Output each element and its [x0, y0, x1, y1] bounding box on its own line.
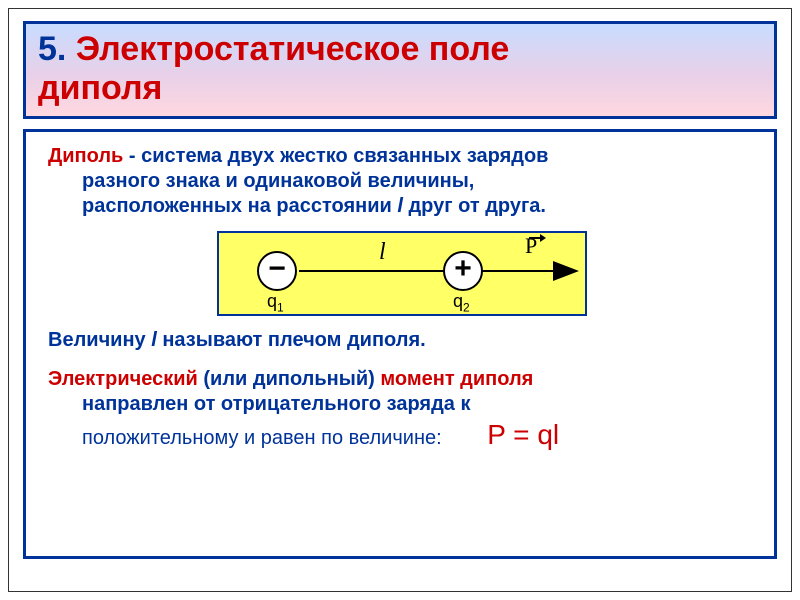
- moment-paragraph: Электрический (или дипольный) момент дип…: [48, 367, 756, 452]
- diagram-container: − + q1 q2 l P: [217, 231, 587, 316]
- title-text: 5. Электростатическое поле диполя: [38, 30, 762, 108]
- dipole-axis-line: [299, 270, 557, 272]
- charge-label-q2: q2: [453, 291, 470, 315]
- negative-charge: −: [257, 251, 297, 291]
- moment-label: P: [525, 233, 537, 259]
- dipole-diagram: − + q1 q2 l P: [217, 231, 587, 316]
- arm-paragraph: Величину l называют плечом диполя.: [48, 328, 756, 353]
- term-electric: Электрический: [48, 368, 198, 390]
- positive-charge: +: [443, 251, 483, 291]
- distance-label: l: [379, 239, 386, 266]
- formula: P = ql: [487, 419, 559, 450]
- term-dipole: Диполь: [48, 145, 123, 167]
- title-number: 5.: [38, 30, 66, 68]
- title-line2: диполя: [38, 69, 162, 107]
- title-line1: Электростатическое поле: [76, 30, 510, 68]
- title-box: 5. Электростатическое поле диполя: [23, 21, 777, 119]
- charge-label-q1: q1: [267, 291, 284, 315]
- content-box: Диполь - система двух жестко связанных з…: [23, 129, 777, 559]
- slide: 5. Электростатическое поле диполя Диполь…: [8, 8, 792, 592]
- definition-paragraph: Диполь - система двух жестко связанных з…: [48, 144, 756, 219]
- term-moment: момент диполя: [380, 368, 533, 390]
- moment-arrowhead: [553, 261, 579, 281]
